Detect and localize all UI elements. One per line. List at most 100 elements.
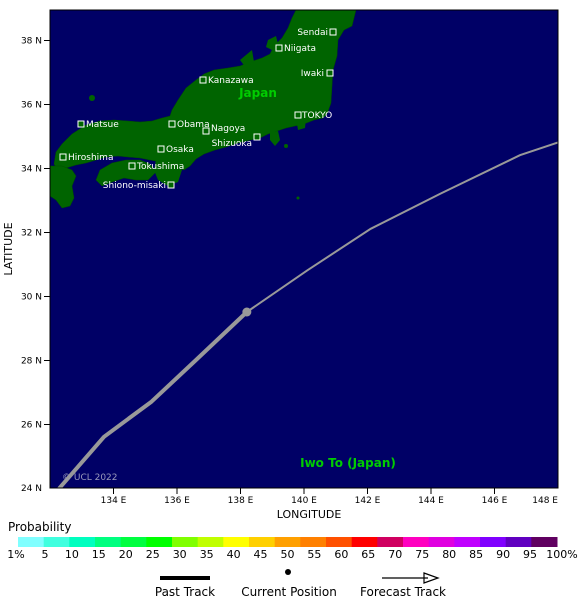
legend-swatch	[300, 537, 327, 547]
legend-swatch	[274, 537, 301, 547]
legend-label: 95	[523, 548, 537, 561]
x-tick-label: 142 E	[355, 496, 381, 506]
legend-swatch	[95, 537, 122, 547]
legend-label: 90	[496, 548, 510, 561]
legend-label: 40	[227, 548, 241, 561]
key-current-position-label: Current Position	[241, 585, 337, 599]
key-current-position-dot	[285, 569, 291, 575]
land-izu	[270, 131, 280, 146]
y-tick-marks	[44, 40, 50, 425]
legend-swatch	[146, 537, 173, 547]
region-label-iwo-to: Iwo To (Japan)	[300, 456, 396, 470]
y-axis-title: LATITUDE	[2, 222, 15, 275]
legend-label: 25	[146, 548, 160, 561]
land-oki-island	[89, 95, 95, 101]
x-tick-label: 140 E	[291, 496, 317, 506]
legend-label: 100%	[546, 548, 577, 561]
city-label-tokushima: Tokushima	[136, 162, 184, 172]
city-marker-kanazawa	[199, 76, 207, 84]
city-marker-tokushima	[128, 162, 136, 170]
legend-swatch	[351, 537, 378, 547]
land-sado	[266, 36, 278, 50]
legend-label: 65	[361, 548, 375, 561]
city-marker-hiroshima	[59, 153, 67, 161]
city-marker-sendai	[329, 28, 337, 36]
key-forecast-arrow-head	[423, 572, 440, 584]
land-izu-islet-1	[284, 144, 288, 148]
x-tick-label: 144 E	[418, 496, 444, 506]
city-label-nagoya: Nagoya	[211, 124, 245, 134]
legend-swatch	[428, 537, 455, 547]
city-label-kanazawa: Kanazawa	[208, 76, 254, 86]
legend-label: 5	[42, 548, 49, 561]
city-marker-nagoya	[202, 127, 210, 135]
land-izu-islet-2	[296, 196, 300, 200]
legend-labels: 1% 5 10 15 20 25 30 35 40 45 50 55 60 65 70 75 80 85 90 95 1…	[7, 548, 577, 561]
y-tick-label: 34 N	[21, 165, 42, 175]
land-boso	[296, 118, 306, 130]
city-marker-iwaki	[326, 69, 334, 77]
city-label-sendai: Sendai	[297, 28, 328, 38]
y-tick-labels: 38 N 36 N 34 N 32 N 30 N 28 N 26 N 24 N	[21, 37, 42, 495]
legend-swatch	[197, 537, 224, 547]
x-tick-labels: 134 E 136 E 138 E 140 E 142 E 144 E 146 …	[101, 496, 559, 506]
y-tick-label: 28 N	[21, 357, 42, 367]
legend-swatch	[18, 537, 45, 547]
city-label-hiroshima: Hiroshima	[68, 153, 113, 163]
y-tick-label: 32 N	[21, 229, 42, 239]
y-tick-label: 30 N	[21, 293, 42, 303]
legend-label: 80	[442, 548, 456, 561]
land-noto	[240, 50, 254, 68]
legend-label: 70	[388, 548, 402, 561]
legend-label: 50	[281, 548, 295, 561]
city-marker-osaka	[157, 145, 165, 153]
y-tick-label: 36 N	[21, 101, 42, 111]
x-tick-label: 136 E	[164, 496, 190, 506]
x-tick-label: 146 E	[482, 496, 508, 506]
legend-label: 10	[65, 548, 79, 561]
legend-color-bar	[18, 537, 558, 547]
city-label-osaka: Osaka	[166, 145, 194, 155]
city-marker-matsue	[77, 120, 85, 128]
x-tick-label: 148 E	[532, 496, 558, 506]
x-tick-marks	[113, 488, 495, 494]
city-label-iwaki: Iwaki	[301, 69, 324, 79]
city-marker-obama	[168, 120, 176, 128]
cities-layer: Sendai Niigata Iwaki Kanazawa TOKYO Mats…	[59, 28, 337, 191]
past-track-line	[57, 310, 249, 488]
city-label-tokyo: TOKYO	[301, 111, 332, 121]
legend-swatch	[505, 537, 532, 547]
city-marker-tokyo	[294, 111, 302, 119]
key-forecast-track-label: Forecast Track	[360, 585, 446, 599]
legend-label: 85	[469, 548, 483, 561]
legend-label: 20	[119, 548, 133, 561]
legend-label: 60	[334, 548, 348, 561]
current-position-marker	[242, 307, 252, 317]
city-label-shizuoka: Shizuoka	[212, 139, 252, 149]
x-tick-label: 138 E	[228, 496, 254, 506]
legend-swatch	[223, 537, 250, 547]
legend-label: 55	[307, 548, 321, 561]
legend-label: 15	[92, 548, 106, 561]
legend-label: 1%	[7, 548, 24, 561]
copyright-text: © UCL 2022	[62, 473, 118, 483]
city-label-obama: Obama	[177, 120, 210, 130]
key-past-track-label: Past Track	[155, 585, 215, 599]
y-tick-label: 24 N	[21, 484, 42, 494]
legend-swatch	[403, 537, 430, 547]
forecast-track-line	[246, 141, 558, 313]
region-label-japan: Japan	[238, 86, 277, 100]
city-marker-niigata	[275, 44, 283, 52]
city-marker-shiono-misaki	[167, 181, 175, 189]
legend-swatch	[120, 537, 147, 547]
legend-title: Probability	[8, 520, 71, 534]
land-kyushu	[50, 165, 77, 209]
land-kii	[154, 160, 182, 186]
city-label-matsue: Matsue	[86, 120, 119, 130]
legend-label: 45	[254, 548, 268, 561]
legend-swatch	[172, 537, 199, 547]
land-shikoku	[95, 159, 157, 187]
legend-label: 75	[415, 548, 429, 561]
